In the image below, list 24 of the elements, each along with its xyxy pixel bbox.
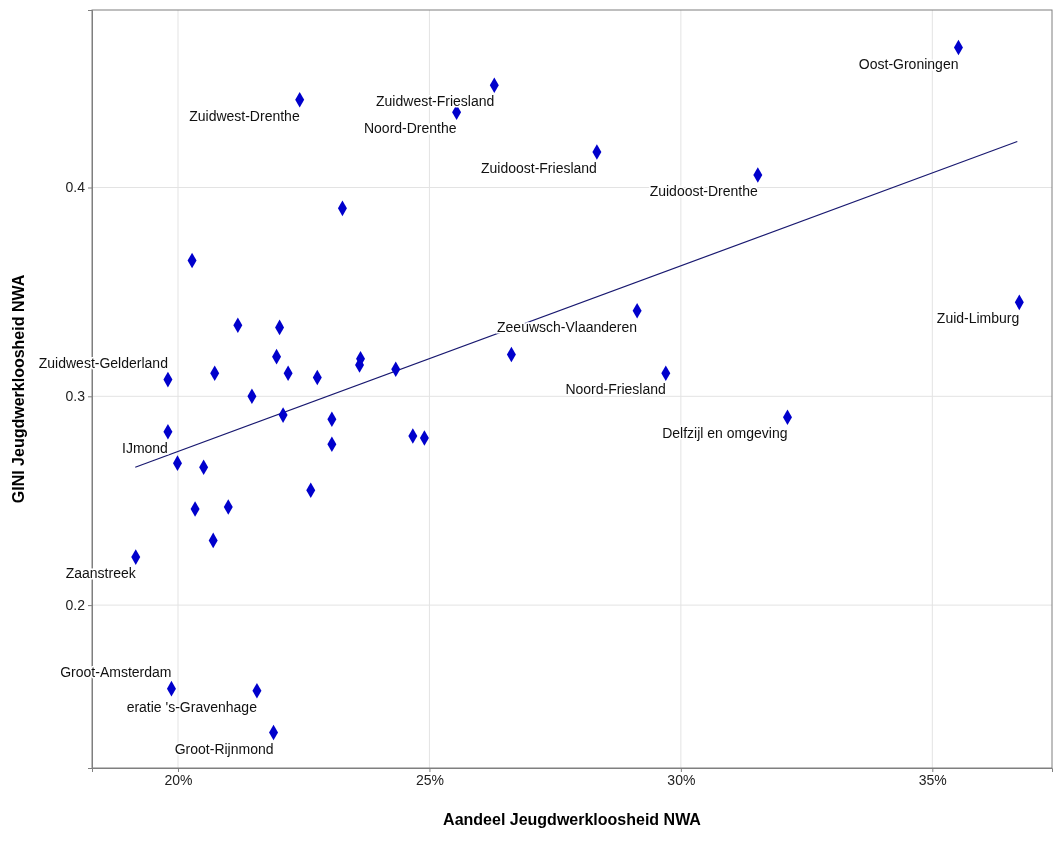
annotation: eratie 's-Gravenhage [126, 698, 258, 715]
annotation: Noord-Drenthe [363, 120, 457, 137]
y-tick-label: 0.3 [65, 388, 86, 405]
annotation: Zuidwest-Drenthe [189, 107, 300, 124]
annotation: Zuid-Limburg [936, 310, 1020, 327]
x-tick-label: 25% [415, 771, 444, 788]
x-axis-title: Aandeel Jeugdwerkloosheid NWA [443, 811, 702, 828]
y-tick-label: 0.2 [65, 597, 86, 614]
annotation: Zaanstreek [65, 565, 137, 582]
annotation: Zuidoost-Friesland [480, 159, 597, 176]
annotation: Zuidwest-Gelderland [38, 354, 168, 371]
x-tick-label: 20% [164, 771, 193, 788]
annotation: Zuidoost-Drenthe [649, 182, 759, 199]
x-tick-label: 30% [667, 771, 696, 788]
annotation: Oost-Groningen [858, 55, 959, 72]
annotation: Groot-Rijnmond [174, 740, 274, 757]
x-tick-label: 35% [918, 771, 947, 788]
annotation: Zuidwest-Friesland [376, 93, 495, 110]
annotation: IJmond [122, 439, 168, 456]
annotation: Noord-Friesland [565, 381, 666, 398]
y-axis-title: GINI Jeugdwerkloosheid NWA [10, 274, 27, 504]
y-tick-label: 0.4 [65, 179, 86, 196]
annotation: Delfzijl en omgeving [662, 425, 788, 442]
annotation: Groot-Amsterdam [60, 663, 172, 680]
